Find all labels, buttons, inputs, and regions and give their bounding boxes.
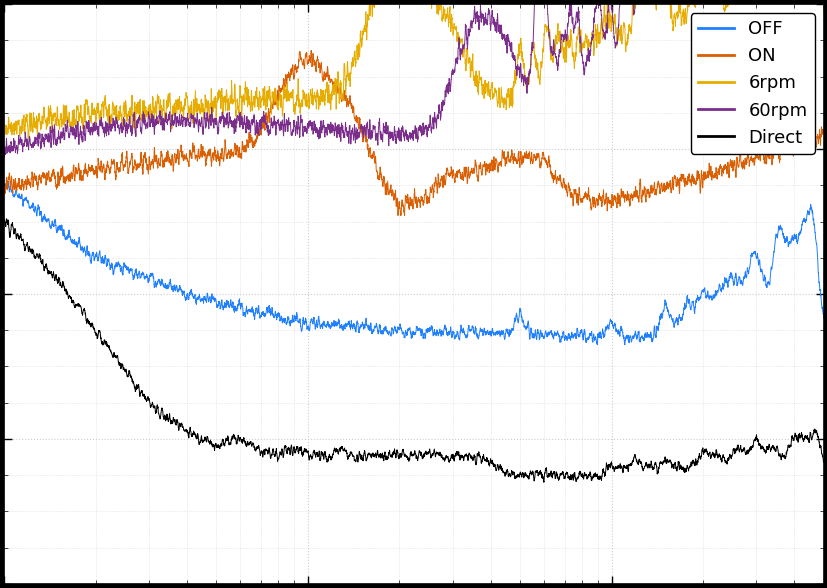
Line: 60rpm: 60rpm <box>4 0 823 157</box>
60rpm <box>312 131 322 138</box>
Direct <box>672 460 682 467</box>
6rpm <box>610 24 620 31</box>
OFF <box>610 327 620 334</box>
Direct <box>532 468 542 475</box>
6rpm <box>818 11 827 18</box>
6rpm <box>0 129 9 136</box>
OFF <box>490 329 500 336</box>
OFF <box>672 316 682 323</box>
Direct <box>312 451 322 458</box>
60rpm <box>610 39 620 46</box>
Direct <box>610 464 620 471</box>
ON <box>672 179 682 186</box>
ON <box>148 159 158 166</box>
6rpm <box>490 88 500 95</box>
ON <box>818 130 827 137</box>
ON <box>306 47 316 54</box>
Line: OFF: OFF <box>4 181 823 345</box>
Direct <box>818 458 827 465</box>
60rpm <box>490 27 500 34</box>
OFF <box>3 178 13 185</box>
Legend: OFF, ON, 6rpm, 60rpm, Direct: OFF, ON, 6rpm, 60rpm, Direct <box>690 13 814 153</box>
Direct <box>148 403 158 410</box>
OFF <box>148 274 158 281</box>
Direct <box>2 215 12 222</box>
6rpm <box>672 11 682 18</box>
ON <box>399 212 409 219</box>
ON <box>532 151 542 158</box>
Line: Direct: Direct <box>4 219 823 482</box>
6rpm <box>312 90 322 97</box>
OFF <box>532 330 542 337</box>
OFF <box>0 182 9 189</box>
ON <box>490 157 500 164</box>
60rpm <box>0 153 9 161</box>
OFF <box>619 341 629 348</box>
60rpm <box>148 123 158 130</box>
6rpm <box>148 101 158 108</box>
Direct <box>0 215 9 222</box>
6rpm <box>532 60 542 67</box>
Line: 6rpm: 6rpm <box>4 0 823 139</box>
ON <box>0 182 9 189</box>
OFF <box>818 315 827 322</box>
ON <box>610 199 620 206</box>
Direct <box>490 467 500 474</box>
6rpm <box>24 135 34 142</box>
OFF <box>312 323 322 330</box>
ON <box>312 52 322 59</box>
Direct <box>538 479 548 486</box>
Line: ON: ON <box>4 51 823 216</box>
